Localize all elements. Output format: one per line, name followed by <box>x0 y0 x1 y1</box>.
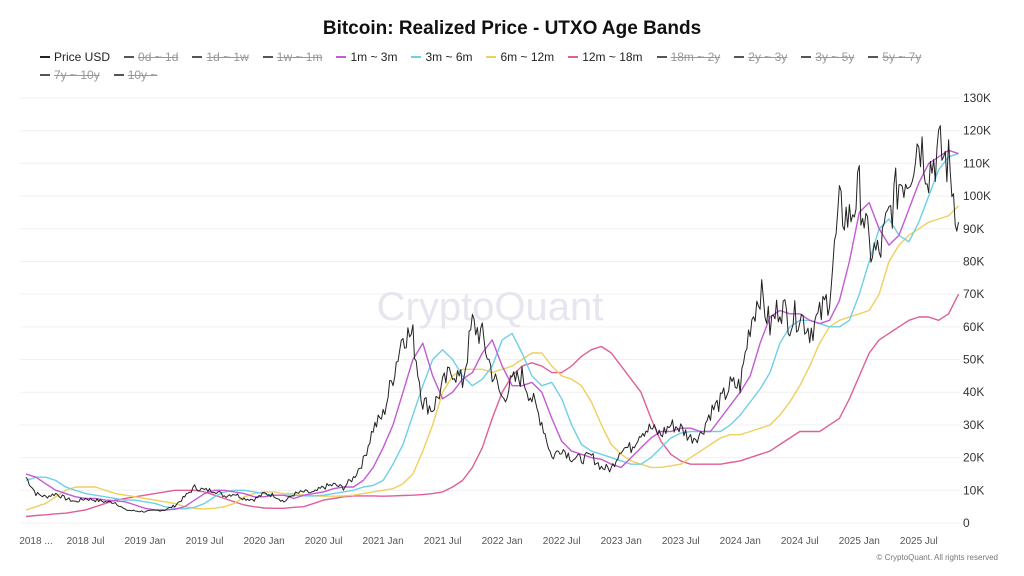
y-tick-label: 20K <box>963 451 984 465</box>
x-tick-label: 2019 Jan <box>124 536 165 547</box>
x-tick-label: 2019 Jul <box>186 536 224 547</box>
x-tick-label: 2023 Jul <box>662 536 700 547</box>
legend-swatch <box>801 56 812 58</box>
legend-label: 12m ~ 18m <box>582 50 643 64</box>
chart-title: Bitcoin: Realized Price - UTXO Age Bands <box>322 18 702 39</box>
y-tick-label: 50K <box>963 353 984 367</box>
y-tick-label: 70K <box>963 287 984 301</box>
legend-swatch <box>336 56 347 58</box>
y-tick-label: 60K <box>963 320 984 334</box>
y-tick-label: 80K <box>963 254 984 268</box>
legend: Price USD 0d ~ 1d 1d ~ 1w 1w ~ 1m 1m ~ 3m 3m … <box>40 50 1000 82</box>
legend-label: 10y ~ <box>127 68 158 82</box>
series-line-price-usd <box>25 125 959 513</box>
legend-item[interactable]: Price USD <box>40 50 110 64</box>
legend-swatch <box>40 74 50 76</box>
legend-label: 0d ~ 1d <box>138 50 179 64</box>
legend-label: 3y ~ 5y <box>815 50 855 64</box>
legend-swatch <box>568 56 579 58</box>
legend-label: 7y ~ 10y <box>54 68 100 82</box>
legend-label: 1w ~ 1m <box>276 50 323 64</box>
series-line-12m-18m <box>25 293 960 518</box>
legend-label: 5y ~ 7y <box>882 50 922 64</box>
legend-item[interactable]: 0d ~ 1d <box>124 50 178 64</box>
legend-swatch <box>262 56 273 58</box>
y-tick-label: 10K <box>963 483 984 497</box>
legend-swatch <box>411 56 422 58</box>
x-tick-label: 2024 Jul <box>781 536 819 547</box>
y-tick-label: 90K <box>963 222 984 236</box>
legend-item[interactable]: 3m ~ 6m <box>411 50 472 64</box>
y-tick-label: 30K <box>963 418 984 432</box>
legend-swatch <box>124 56 135 58</box>
x-tick-label: 2025 Jan <box>839 536 880 547</box>
legend-item[interactable]: 2y ~ 3y <box>734 50 787 64</box>
x-tick-label: 2022 Jul <box>543 536 581 547</box>
legend-label: 2y ~ 3y <box>748 50 788 64</box>
legend-swatch <box>486 56 497 58</box>
x-tick-label: 2018 ... <box>19 536 52 547</box>
y-tick-label: 100K <box>963 189 991 203</box>
legend-item[interactable]: 10y ~ <box>113 68 158 82</box>
y-tick-label: 130K <box>963 91 991 105</box>
series-line-6m-12m <box>25 205 959 511</box>
legend-swatch <box>192 56 203 58</box>
legend-item[interactable]: 1w ~ 1m <box>262 50 323 64</box>
series-line-1m-3m <box>25 149 959 511</box>
legend-swatch <box>656 56 667 58</box>
legend-item[interactable]: 3y ~ 5y <box>801 50 854 64</box>
legend-label: 18m ~ 2y <box>670 50 721 64</box>
legend-label: 1d ~ 1w <box>206 50 249 64</box>
legend-item[interactable]: 1m ~ 3m <box>336 50 397 64</box>
legend-label: Price USD <box>54 50 111 64</box>
copyright: © CryptoQuant. All rights reserved <box>876 553 999 562</box>
x-tick-label: 2022 Jan <box>482 536 523 547</box>
x-tick-label: 2021 Jul <box>424 536 462 547</box>
legend-swatch <box>113 74 124 76</box>
y-tick-label: 40K <box>963 385 984 399</box>
legend-label: 6m ~ 12m <box>500 50 555 64</box>
legend-item[interactable]: 12m ~ 18m <box>568 50 643 64</box>
x-tick-label: 2021 Jan <box>363 536 404 547</box>
legend-item[interactable]: 6m ~ 12m <box>486 50 554 64</box>
legend-swatch <box>40 56 50 58</box>
legend-item[interactable]: 18m ~ 2y <box>656 50 721 64</box>
legend-item[interactable]: 1d ~ 1w <box>192 50 249 64</box>
x-tick-label: 2018 Jul <box>67 536 105 547</box>
x-tick-label: 2024 Jan <box>720 536 761 547</box>
watermark: CryptoQuant <box>377 285 604 329</box>
legend-swatch <box>868 56 879 58</box>
legend-item[interactable]: 5y ~ 7y <box>868 50 921 64</box>
series-line-3m-6m <box>25 152 959 510</box>
x-tick-label: 2025 Jul <box>900 536 938 547</box>
y-tick-label: 110K <box>963 156 990 170</box>
y-tick-label: 120K <box>963 124 991 138</box>
y-tick-label: 0 <box>963 516 970 530</box>
legend-item[interactable]: 7y ~ 10y <box>40 68 100 82</box>
x-tick-label: 2023 Jan <box>601 536 642 547</box>
legend-label: 1m ~ 3m <box>350 50 398 64</box>
x-tick-label: 2020 Jan <box>244 536 285 547</box>
x-tick-label: 2020 Jul <box>305 536 343 547</box>
legend-label: 3m ~ 6m <box>425 50 473 64</box>
legend-swatch <box>734 56 745 58</box>
